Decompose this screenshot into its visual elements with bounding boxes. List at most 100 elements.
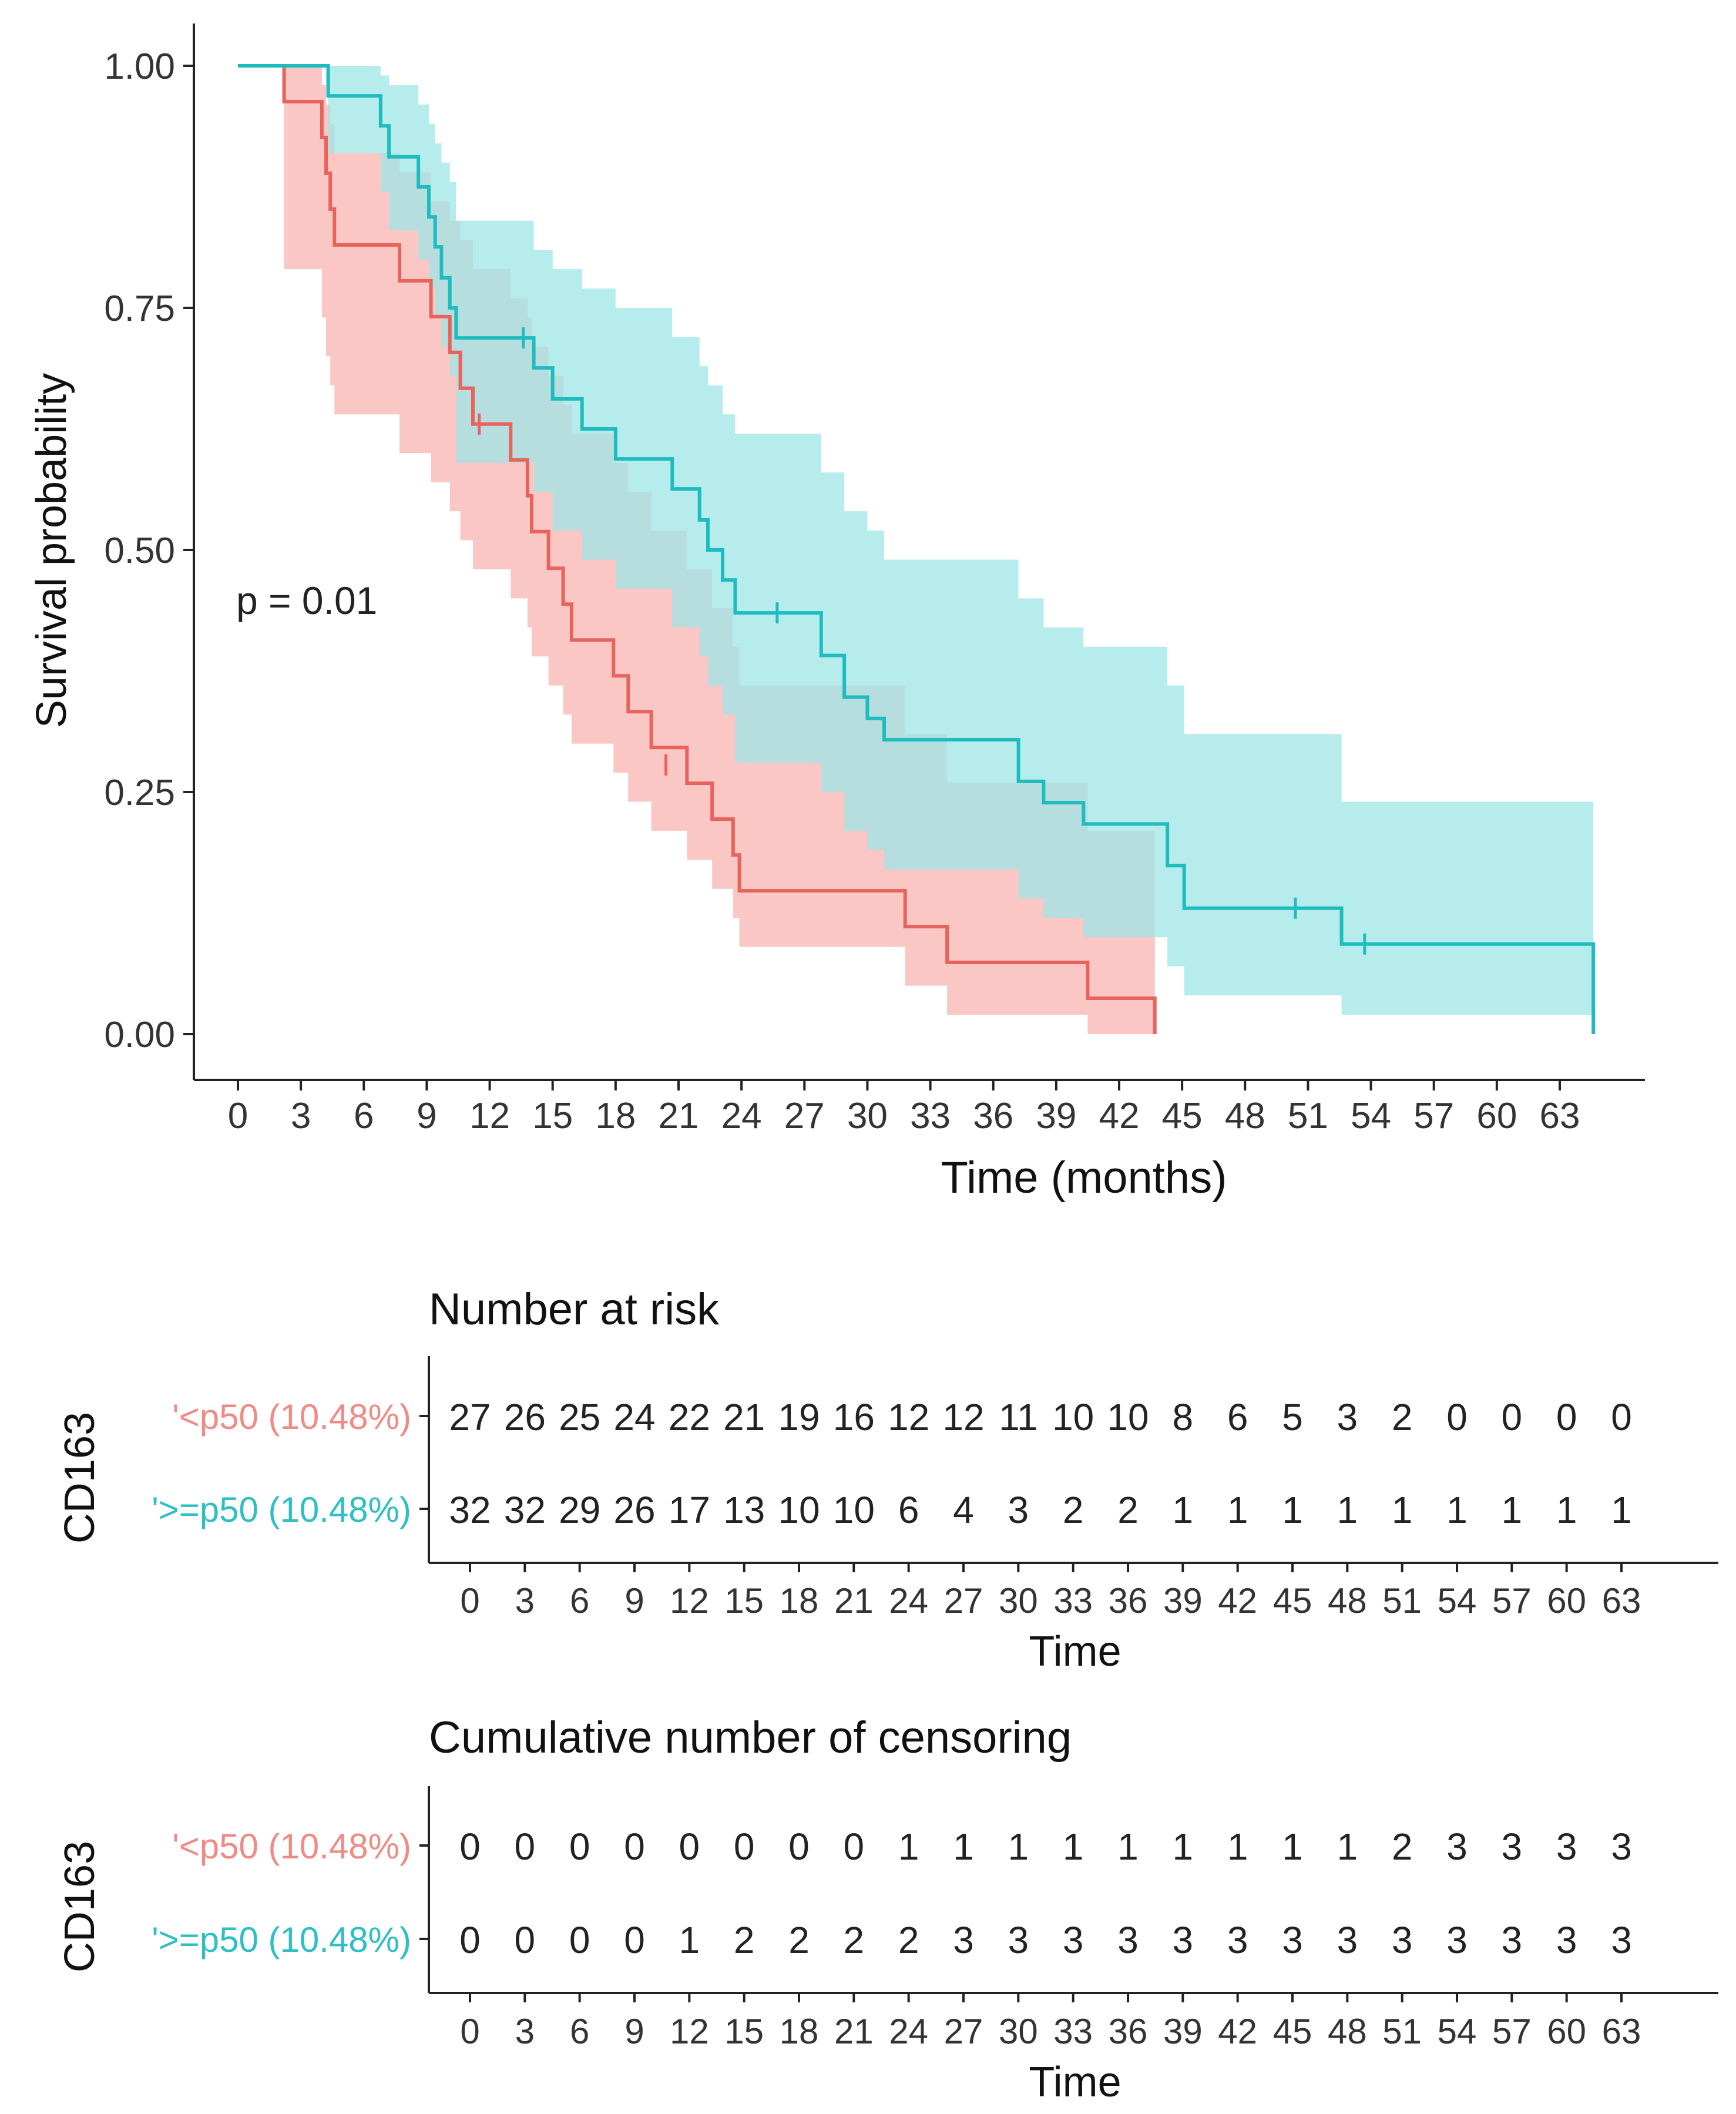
table-cell: 12 xyxy=(942,1396,984,1438)
y-tick-label: 0.25 xyxy=(104,773,175,813)
table-x-tick-label: 45 xyxy=(1273,1581,1312,1620)
table-x-tick-label: 48 xyxy=(1328,1581,1367,1620)
table-cell: 8 xyxy=(1173,1396,1194,1438)
table-cell: 0 xyxy=(788,1826,810,1868)
table-cell: 1 xyxy=(1117,1826,1139,1868)
x-tick-label: 30 xyxy=(847,1096,888,1136)
confidence-band-high xyxy=(238,66,1594,1034)
x-tick-label: 45 xyxy=(1162,1096,1203,1136)
x-axis-label: Time (months) xyxy=(941,1153,1227,1203)
table-cell: 3 xyxy=(1063,1919,1084,1961)
table-x-tick-label: 51 xyxy=(1382,2012,1422,2051)
table-x-tick-label: 63 xyxy=(1602,2012,1641,2051)
table-row-label: '>=p50 (10.48%) xyxy=(152,1920,411,1959)
y-tick-label: 1.00 xyxy=(104,46,175,87)
table-cell: 3 xyxy=(1446,1919,1468,1961)
table-x-tick-label: 3 xyxy=(515,2012,535,2051)
table-cell: 3 xyxy=(1611,1826,1632,1868)
table-cell: 0 xyxy=(734,1826,755,1868)
table-cell: 2 xyxy=(1063,1489,1084,1531)
table-cell: 0 xyxy=(459,1826,481,1868)
table-cell: 1 xyxy=(1392,1489,1413,1531)
risk-table-ylabel: CD163 xyxy=(56,1412,103,1543)
risk-table-xlabel: Time xyxy=(1029,1628,1121,1675)
table-cell: 10 xyxy=(1052,1396,1094,1438)
survival-curves xyxy=(238,64,1596,1034)
table-row-label: '<p50 (10.48%) xyxy=(172,1827,411,1866)
table-cell: 1 xyxy=(1173,1489,1194,1531)
table-x-tick-label: 39 xyxy=(1163,1581,1203,1620)
table-cell: 1 xyxy=(1446,1489,1468,1531)
table-cell: 3 xyxy=(1502,1919,1523,1961)
table-x-tick-label: 30 xyxy=(999,2012,1038,2051)
table-cell: 1 xyxy=(1611,1489,1632,1531)
table-cell: 0 xyxy=(1556,1396,1577,1438)
x-tick-label: 39 xyxy=(1036,1096,1076,1136)
table-cell: 3 xyxy=(1446,1826,1468,1868)
table-cell: 10 xyxy=(778,1489,820,1531)
table-x-tick-label: 54 xyxy=(1438,1581,1477,1620)
table-x-tick-label: 12 xyxy=(670,1581,709,1620)
table-cell: 3 xyxy=(1008,1489,1029,1531)
survival-curve-high xyxy=(238,64,1596,1034)
table-cell: 5 xyxy=(1282,1396,1303,1438)
table-cell: 32 xyxy=(504,1489,546,1531)
table-cell: 1 xyxy=(1227,1826,1248,1868)
table-cell: 26 xyxy=(504,1396,546,1438)
table-cell: 0 xyxy=(515,1826,536,1868)
table-x-tick-label: 60 xyxy=(1547,1581,1586,1620)
x-tick-label: 57 xyxy=(1413,1096,1454,1136)
table-cell: 3 xyxy=(1556,1826,1577,1868)
x-tick-label: 48 xyxy=(1225,1096,1265,1136)
table-cell: 2 xyxy=(788,1919,810,1961)
table-x-tick-label: 54 xyxy=(1438,2012,1477,2051)
table-x-tick-label: 12 xyxy=(670,2012,709,2051)
km-plot: 0.000.250.500.751.000 3 6 9 12 15 18 21 24 27 30 33… xyxy=(28,24,1645,1203)
table-cell: 3 xyxy=(1282,1919,1303,1961)
table-cell: 0 xyxy=(1502,1396,1523,1438)
censor-marks xyxy=(478,327,1366,955)
y-tick-label: 0.75 xyxy=(104,288,175,329)
table-cell: 3 xyxy=(1337,1919,1358,1961)
table-x-tick-label: 0 xyxy=(460,1581,479,1620)
table-x-tick-label: 45 xyxy=(1273,2012,1312,2051)
table-cell: 10 xyxy=(1107,1396,1149,1438)
table-cell: 3 xyxy=(1502,1826,1523,1868)
table-x-tick-label: 33 xyxy=(1053,2012,1093,2051)
table-cell: 3 xyxy=(1611,1919,1632,1961)
table-cell: 13 xyxy=(723,1489,765,1531)
censoring-table-ylabel: CD163 xyxy=(56,1841,103,1972)
table-x-tick-label: 42 xyxy=(1218,1581,1257,1620)
table-cell: 1 xyxy=(1282,1489,1303,1531)
x-tick-label: 15 xyxy=(532,1096,573,1136)
table-cell: 26 xyxy=(613,1489,655,1531)
table-cell: 0 xyxy=(1446,1396,1468,1438)
table-x-tick-label: 60 xyxy=(1547,2012,1586,2051)
x-tick-label: 21 xyxy=(659,1096,699,1136)
table-cell: 1 xyxy=(898,1826,919,1868)
x-tick-label: 27 xyxy=(784,1096,825,1136)
table-x-tick-label: 21 xyxy=(834,1581,874,1620)
table-cell: 6 xyxy=(1227,1396,1248,1438)
table-cell: 1 xyxy=(1337,1489,1358,1531)
risk-table-title: Number at risk xyxy=(429,1284,720,1334)
table-cell: 16 xyxy=(833,1396,875,1438)
x-tick-label: 42 xyxy=(1099,1096,1140,1136)
table-cell: 1 xyxy=(679,1919,700,1961)
table-cell: 2 xyxy=(1392,1396,1413,1438)
table-cell: 0 xyxy=(624,1826,645,1868)
table-cell: 10 xyxy=(833,1489,875,1531)
table-x-tick-label: 9 xyxy=(624,2012,644,2051)
table-cell: 4 xyxy=(953,1489,974,1531)
table-cell: 3 xyxy=(1392,1919,1413,1961)
table-x-tick-label: 36 xyxy=(1109,1581,1148,1620)
table-cell: 2 xyxy=(1117,1489,1139,1531)
x-tick-label: 33 xyxy=(910,1096,951,1136)
table-cell: 1 xyxy=(1502,1489,1523,1531)
table-cell: 12 xyxy=(888,1396,929,1438)
risk-table-axes: '<p50 (10.48%)'>=p50 (10.48%)0 3 6 9 12 15 18 2… xyxy=(152,1356,1718,1620)
x-tick-label: 36 xyxy=(973,1096,1013,1136)
table-cell: 1 xyxy=(953,1826,974,1868)
table-cell: 2 xyxy=(734,1919,755,1961)
